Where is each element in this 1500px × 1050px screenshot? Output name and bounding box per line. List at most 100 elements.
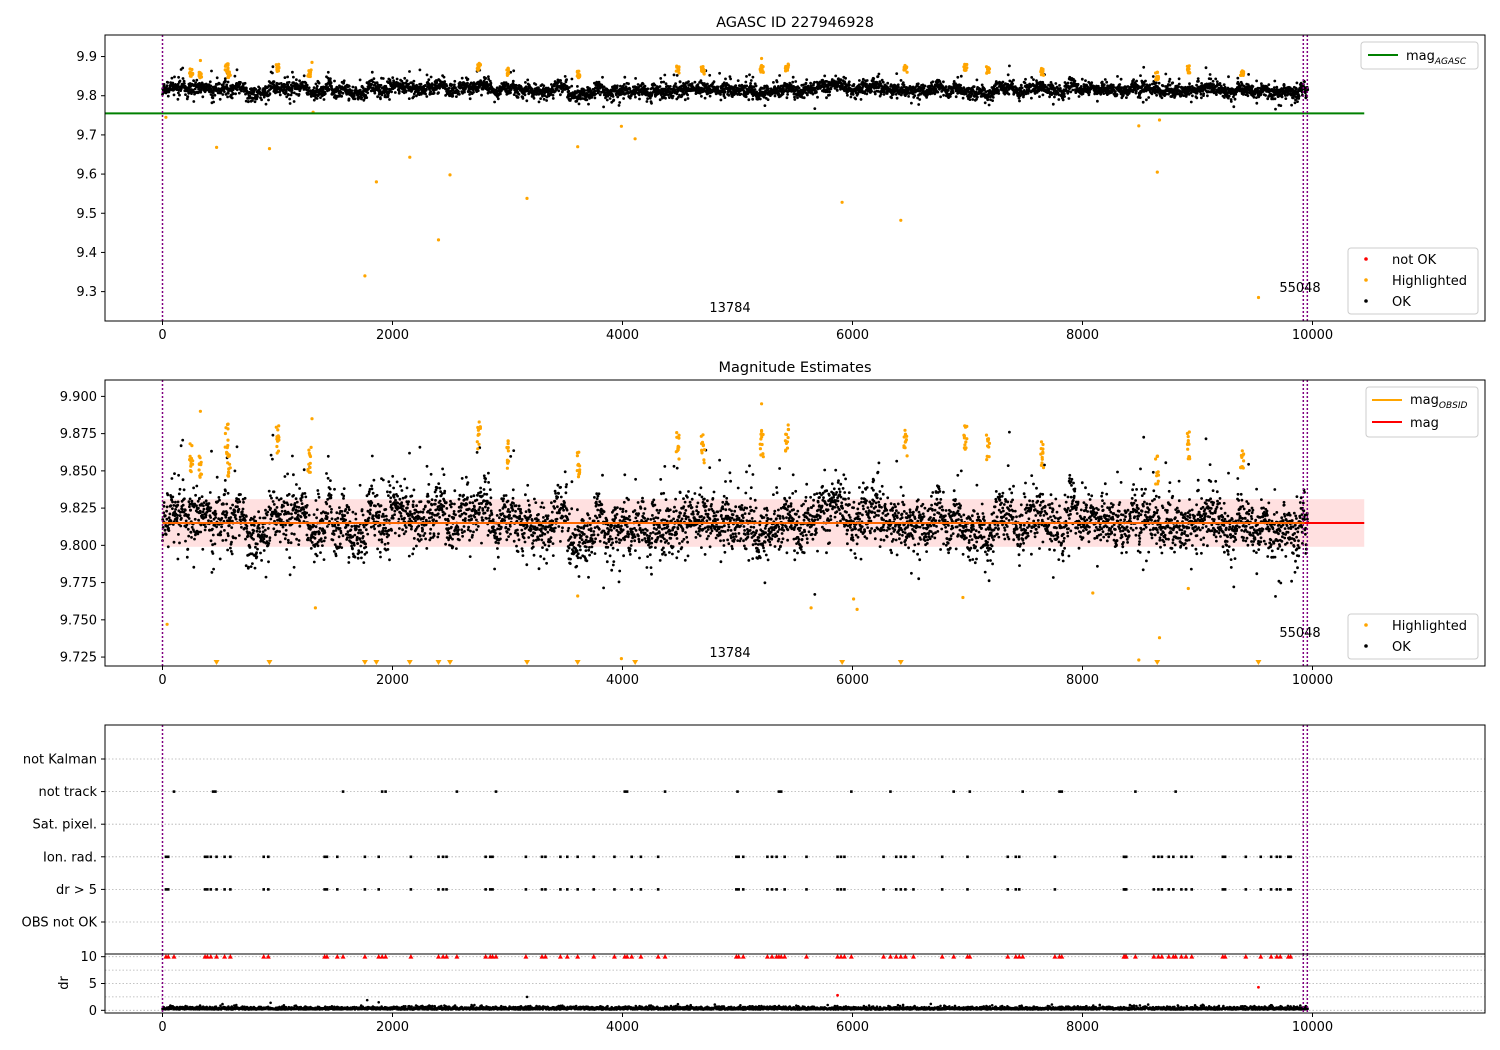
ok-point (233, 74, 237, 78)
ok-point (611, 95, 615, 98)
ok-point (1227, 75, 1230, 79)
ok-point (699, 79, 703, 82)
ok-point (896, 83, 900, 87)
ok-point (223, 90, 226, 94)
ok-point (178, 79, 182, 83)
ok-point (185, 97, 189, 101)
ok-point (727, 93, 731, 97)
ok-point (917, 103, 921, 106)
top-panel: AGASC ID 227946928 13784 55048 0 2000 4000… (76, 15, 1486, 343)
ok-point (307, 86, 311, 90)
ok-point (190, 92, 193, 95)
ok-point (285, 95, 289, 99)
ok-point (393, 91, 397, 94)
ok-point (287, 80, 291, 84)
ok-point (910, 101, 913, 105)
ok-point (194, 81, 198, 84)
ok-point (239, 81, 242, 84)
ok-point (1212, 83, 1215, 86)
ok-point (532, 96, 536, 100)
ok-point (563, 75, 567, 78)
ok-point (1080, 77, 1084, 81)
ok-point (991, 99, 994, 102)
ok-point (829, 87, 833, 91)
ok-point (487, 75, 490, 79)
ok-point (634, 95, 637, 99)
ok-point (616, 84, 619, 88)
ok-point (283, 83, 286, 86)
ok-point (453, 79, 457, 83)
ok-point (223, 77, 227, 81)
ok-point (971, 98, 975, 101)
ok-point (598, 93, 602, 97)
ok-point (218, 82, 221, 86)
ok-point (643, 84, 647, 88)
ok-point (719, 98, 723, 102)
ok-point (258, 87, 262, 90)
ok-point (775, 80, 779, 84)
ok-point (360, 96, 364, 99)
ok-point (745, 75, 748, 78)
ok-point (1168, 83, 1172, 87)
ok-point (1096, 99, 1099, 103)
ok-point (209, 84, 213, 88)
ok-point (328, 88, 331, 91)
ok-point (690, 82, 694, 85)
ok-point (234, 92, 238, 96)
highlighted-point (189, 72, 193, 76)
ok-point (718, 71, 721, 75)
ok-point (1147, 96, 1151, 99)
ok-point (322, 98, 326, 101)
ok-point (404, 89, 408, 93)
ok-point (749, 82, 752, 85)
ok-point (333, 79, 336, 83)
ok-point (828, 93, 831, 97)
ok-point (225, 83, 229, 87)
ok-point (674, 85, 678, 89)
ok-point (371, 80, 375, 84)
ok-point (450, 83, 454, 87)
ok-point (805, 78, 809, 81)
ok-point (289, 93, 293, 97)
ok-point (1024, 77, 1027, 81)
ok-point (559, 93, 562, 97)
ok-point (813, 80, 816, 84)
ok-point (865, 92, 869, 96)
ok-point (512, 69, 516, 73)
ok-point (1143, 82, 1146, 86)
ok-point (1232, 105, 1236, 109)
ok-point (1177, 85, 1180, 89)
ok-point (253, 100, 257, 104)
ok-point (773, 94, 777, 98)
ok-point (202, 83, 206, 86)
ok-point (700, 94, 703, 98)
ok-point (1293, 101, 1297, 105)
ok-point (330, 84, 333, 88)
ok-point (736, 79, 740, 82)
ok-point (193, 87, 197, 91)
ok-point (1155, 93, 1158, 97)
ok-point (272, 80, 276, 83)
ok-point (260, 98, 263, 102)
ok-point (215, 76, 219, 80)
ok-point (1297, 94, 1301, 98)
ok-point (545, 99, 548, 102)
ok-point (212, 100, 216, 104)
ok-point (872, 77, 876, 80)
ok-point (304, 81, 308, 85)
ok-point (719, 93, 722, 96)
ok-point (391, 76, 395, 79)
ok-point (846, 93, 849, 97)
ok-point (466, 81, 469, 85)
ok-point (1001, 80, 1005, 84)
ok-point (678, 80, 682, 84)
ok-point (663, 73, 667, 77)
ok-point (687, 80, 690, 83)
ok-point (1134, 89, 1138, 93)
ok-point (405, 79, 409, 82)
ok-point (509, 91, 512, 95)
ok-point (184, 93, 187, 96)
ok-point (458, 92, 461, 96)
ok-point (365, 96, 369, 99)
ok-point (235, 68, 239, 72)
